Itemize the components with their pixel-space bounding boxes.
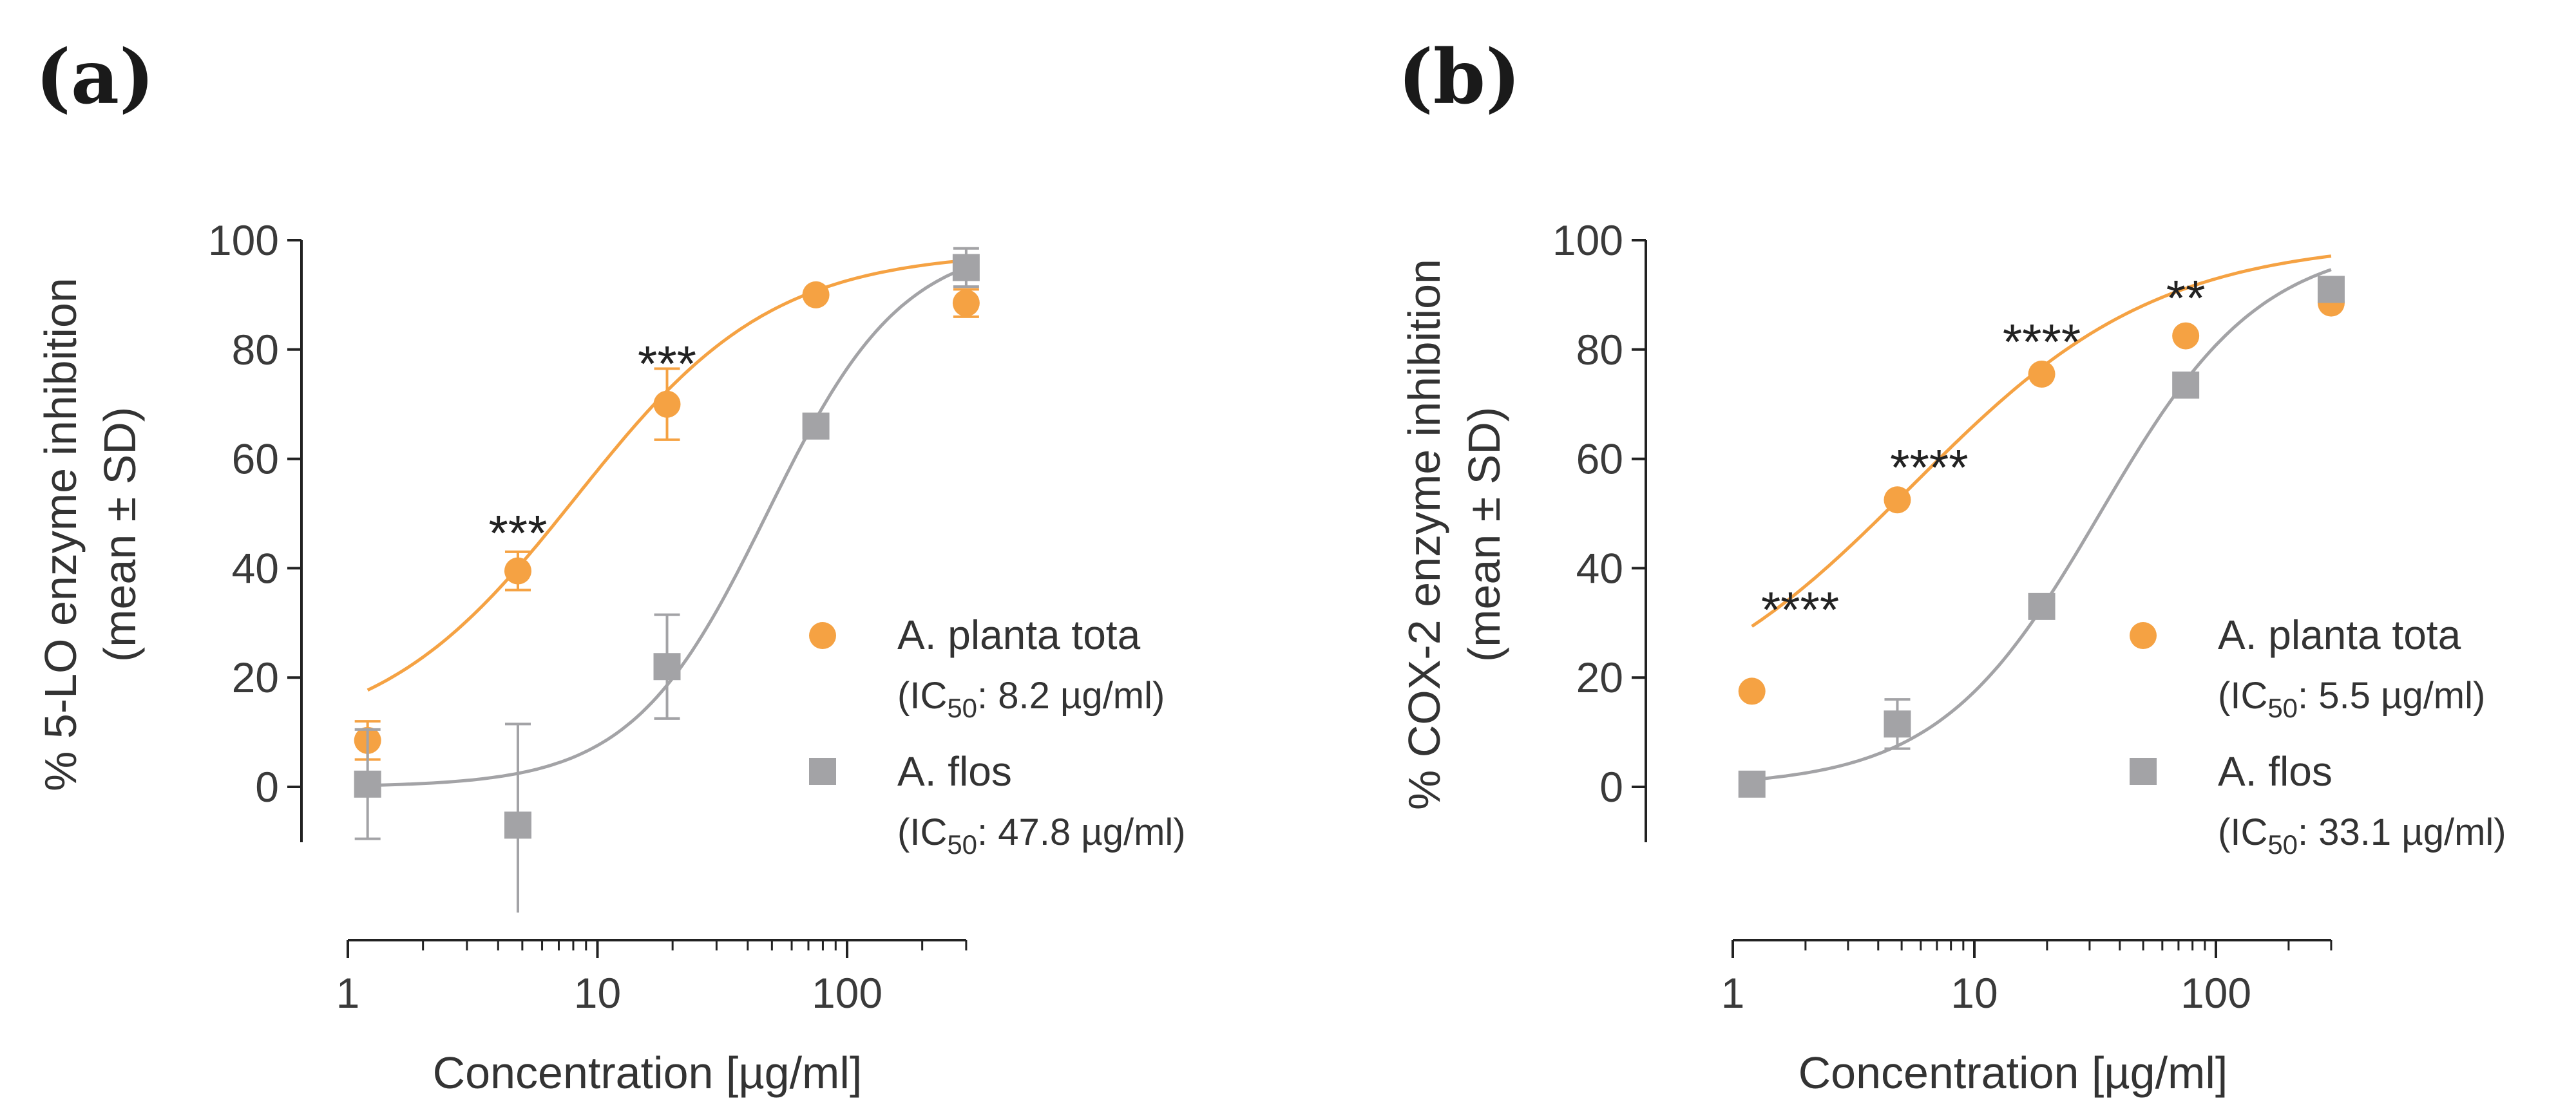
panel-a-x-tick-label: 1 [336, 969, 360, 1017]
panel-a: (a) 0 20 40 60 80 100 1 10 100 Concentration [µg… [35, 33, 1186, 1098]
panel-a-y-tick-label: 20 [232, 654, 279, 701]
panel-b-y-axis-title-line2: (mean ± SD) [1459, 407, 1509, 662]
legend-ic50-planta-tota: (IC50: 5.5 µg/ml) [2218, 675, 2485, 723]
panel-b-y-tick-label: 60 [1576, 435, 1623, 483]
panel-b-x-tick-label: 100 [2180, 969, 2251, 1017]
panel-a-point-flos [802, 412, 830, 440]
panel-b-point-planta-tota [2172, 322, 2200, 350]
panel-a-y-axis-title-line1: % 5-LO enzyme inhibition [35, 278, 86, 791]
panel-b-point-flos [1738, 770, 1766, 798]
legend-ic50-flos: (IC50: 47.8 µg/ml) [897, 811, 1186, 860]
panel-a-legend: A. planta tota (IC50: 8.2 µg/ml) A. flos… [809, 612, 1186, 860]
panel-a-point-flos [354, 770, 381, 798]
panel-a-y-tick-label: 80 [232, 326, 279, 373]
panel-b-label: (b) [1398, 33, 1521, 121]
panel-a-x-axis-title: Concentration [µg/ml] [433, 1048, 863, 1098]
panel-b-point-planta-tota [1884, 486, 1911, 514]
panel-a-label: (a) [35, 33, 155, 121]
legend-label-planta-tota: A. planta tota [2218, 612, 2461, 658]
panel-b-x-tick-label: 1 [1721, 969, 1745, 1017]
panel-b-point-flos [1884, 710, 1911, 738]
panel-b-y-axis-title-line1: % COX-2 enzyme inhibition [1399, 259, 1449, 810]
panel-a-plot-area: *** *** [354, 247, 980, 913]
panel-b-y-tick-label: 0 [1599, 763, 1623, 811]
panel-a-significance-label: *** [488, 504, 547, 561]
panel-a-y-tick-label: 40 [232, 544, 279, 592]
panel-a-y-axis-title-line2: (mean ± SD) [95, 407, 145, 662]
panel-b-significance-label: ** [2166, 269, 2206, 326]
panel-b-point-flos [2172, 371, 2200, 399]
panel-a-point-planta-tota [653, 390, 681, 418]
panel-b-y-tick-label: 100 [1552, 216, 1623, 264]
panel-b: (b) 0 20 40 60 80 100 1 10 100 Concentration [µg… [1398, 33, 2506, 1098]
panel-b-y-tick-label: 80 [1576, 326, 1623, 373]
panel-b-point-flos [2028, 592, 2056, 620]
panel-b-plot-area: ************** [1738, 254, 2345, 798]
panel-b-significance-label: **** [2003, 313, 2081, 370]
legend-label-planta-tota: A. planta tota [897, 612, 1141, 658]
legend-marker-circle [809, 622, 836, 649]
panel-a-y-tick-label: 100 [208, 216, 279, 264]
panel-a-y-tick-label: 0 [255, 763, 279, 811]
legend-marker-square [809, 758, 836, 785]
panel-a-y-tick-label: 60 [232, 435, 279, 483]
legend-marker-circle [2130, 622, 2157, 649]
panel-a-point-planta-tota [802, 281, 830, 308]
legend-ic50-flos: (IC50: 33.1 µg/ml) [2218, 811, 2506, 860]
panel-a-significance-label: *** [638, 335, 696, 392]
legend-label-flos: A. flos [2218, 748, 2333, 795]
panel-a-x-tick-label: 10 [574, 969, 621, 1017]
panel-b-point-planta-tota [2028, 361, 2056, 388]
panel-a-point-flos [653, 653, 681, 681]
panel-b-point-flos [2317, 276, 2345, 303]
panel-b-point-planta-tota [1738, 677, 1766, 705]
panel-a-point-planta-tota [504, 557, 531, 585]
panel-b-y-tick-label: 40 [1576, 544, 1623, 592]
panel-b-significance-label: **** [1761, 581, 1839, 637]
legend-ic50-planta-tota: (IC50: 8.2 µg/ml) [897, 675, 1165, 723]
panel-a-point-flos [952, 254, 980, 281]
panel-a-point-planta-tota [952, 289, 980, 317]
panel-b-y-tick-label: 20 [1576, 654, 1623, 701]
panel-a-point-flos [504, 811, 531, 839]
panel-b-significance-label: **** [1890, 439, 1968, 496]
legend-marker-square [2130, 758, 2157, 785]
panel-a-axes: 0 20 40 60 80 100 1 10 100 [208, 216, 968, 1017]
panel-a-x-tick-label: 100 [812, 969, 883, 1017]
panel-b-x-axis-title: Concentration [µg/ml] [1798, 1048, 2228, 1098]
panel-b-x-tick-label: 10 [1951, 969, 1998, 1017]
panel-b-axes: 0 20 40 60 80 100 1 10 100 [1552, 216, 2333, 1017]
legend-label-flos: A. flos [897, 748, 1012, 795]
panel-b-fit-curve-planta-tota [1751, 254, 2332, 628]
panel-b-legend: A. planta tota (IC50: 5.5 µg/ml) A. flos… [2130, 612, 2506, 860]
